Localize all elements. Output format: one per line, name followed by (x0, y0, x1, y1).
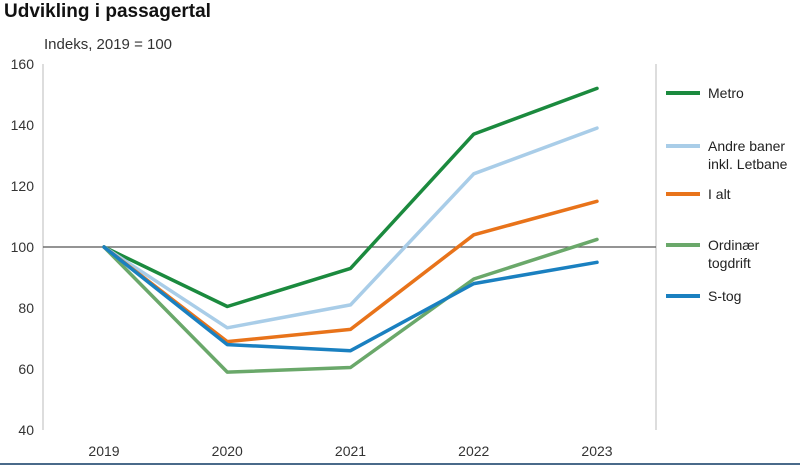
series-line-metro (102, 86, 599, 309)
series-line-ordinær-togdrift (102, 237, 599, 374)
y-tick-label: 120 (11, 178, 35, 194)
legend-label: Metro (708, 85, 744, 101)
x-tick-labels: 2019 2020 2021 2022 2023 (88, 443, 612, 459)
y-tick-label: 100 (11, 239, 35, 255)
y-tick-label: 140 (11, 117, 35, 133)
chart-title: Udvikling i passagertal (4, 1, 211, 22)
legend-label: Andre baner inkl. Letbane (708, 138, 788, 172)
series-line-andre-baner-inkl-letbane (102, 126, 599, 330)
series-lines (102, 86, 599, 374)
y-tick-labels: 40 60 80 100 120 140 160 (11, 56, 35, 438)
x-tick-label: 2023 (581, 443, 612, 459)
bottom-rule (0, 463, 800, 465)
legend: Metro Andre baner inkl. Letbane I alt Ordinæ… (666, 85, 788, 304)
x-tick-label: 2020 (212, 443, 243, 459)
y-tick-label: 80 (18, 300, 34, 316)
legend-label: Ordinær togdrift (708, 237, 760, 271)
y-tick-label: 40 (18, 422, 34, 438)
x-tick-label: 2019 (88, 443, 119, 459)
y-axis-label: Indeks, 2019 = 100 (44, 36, 173, 53)
gridlines (42, 64, 657, 430)
legend-label: S-tog (708, 288, 741, 304)
y-tick-label: 160 (11, 56, 35, 72)
series-line-s-tog (102, 245, 599, 353)
x-tick-label: 2022 (458, 443, 489, 459)
x-tick-label: 2021 (335, 443, 366, 459)
y-tick-label: 60 (18, 361, 34, 377)
legend-label: I alt (708, 186, 731, 202)
